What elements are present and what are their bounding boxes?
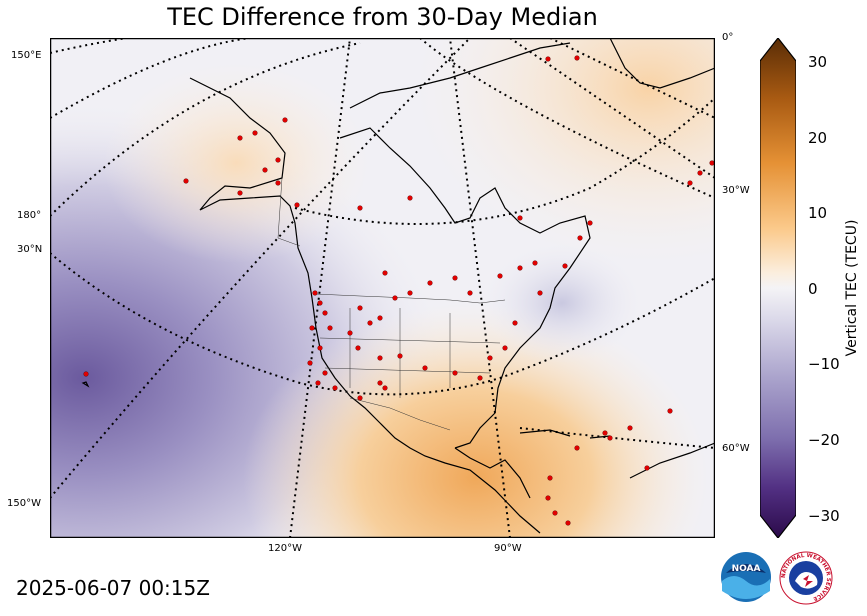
station-markers xyxy=(83,55,715,526)
colorbar-label: Vertical TEC (TECU) xyxy=(844,219,860,357)
colorbar-tick-30: 30 xyxy=(808,53,828,71)
noaa-logo-text: NOAA xyxy=(732,564,761,574)
chart-title: TEC Difference from 30-Day Median xyxy=(167,3,598,31)
grid-label-150e: 150°E xyxy=(11,50,42,61)
colorbar-gradient xyxy=(760,38,796,538)
grid-label-30w: 30°W xyxy=(722,185,750,196)
colorbar-tick-10: 10 xyxy=(808,204,828,222)
colorbar-tick-0: 0 xyxy=(808,280,818,298)
borders xyxy=(277,177,506,431)
colorbar xyxy=(760,38,796,538)
grid-label-90w: 90°W xyxy=(494,543,522,554)
tec-map xyxy=(50,38,715,538)
noaa-logo: NOAA xyxy=(721,552,771,602)
grid-label-30n: 30°N xyxy=(17,244,43,255)
timestamp: 2025-06-07 00:15Z xyxy=(16,576,210,600)
nws-logo: NATIONAL WEATHER SERVICE xyxy=(779,551,833,605)
colorbar-tick-minus20: −20 xyxy=(808,431,840,449)
map-frame xyxy=(50,38,715,538)
grid-label-150w: 150°W xyxy=(7,498,41,509)
grid-label-180: 180° xyxy=(17,210,42,221)
grid-label-60w: 60°W xyxy=(722,443,750,454)
grid-label-120w: 120°W xyxy=(268,543,302,554)
colorbar-tick-20: 20 xyxy=(808,129,828,147)
coastlines xyxy=(81,38,715,534)
grid-label-0: 0° xyxy=(722,32,734,43)
graticule xyxy=(50,38,715,538)
colorbar-tick-minus30: −30 xyxy=(808,507,840,525)
colorbar-tick-minus10: −10 xyxy=(808,355,840,373)
